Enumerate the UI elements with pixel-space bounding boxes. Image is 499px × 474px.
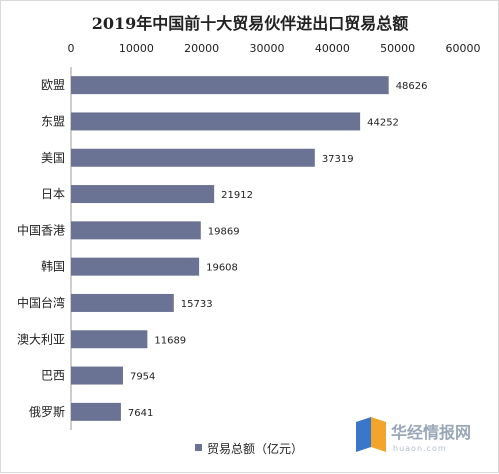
legend-label: 贸易总额（亿元） [207, 441, 303, 456]
x-tick-label: 20000 [184, 42, 219, 55]
category-label: 澳大利亚 [17, 332, 65, 346]
bar [71, 148, 315, 167]
category-label: 日本 [41, 187, 65, 201]
value-label: 44252 [367, 117, 399, 128]
value-label: 19869 [208, 226, 240, 237]
x-tick-label: 60000 [446, 42, 481, 55]
bar [71, 330, 148, 349]
bar [71, 366, 123, 385]
value-label: 21912 [221, 190, 253, 201]
value-label: 37319 [322, 154, 354, 165]
category-label: 美国 [41, 151, 65, 165]
bar [71, 112, 361, 131]
logo-mark-orange [371, 417, 386, 452]
x-tick-label: 50000 [380, 42, 415, 55]
watermark-url: huaon.com [393, 444, 447, 453]
value-label: 15733 [181, 299, 213, 310]
x-axis-ticks: 0 10000 20000 30000 40000 50000 60000 [68, 42, 481, 55]
category-label: 中国香港 [17, 222, 65, 237]
watermark-brand: 华经情报网 [391, 423, 471, 442]
legend: 贸易总额（亿元） [195, 441, 303, 456]
bar [71, 402, 121, 421]
chart-title: 2019年中国前十大贸易伙伴进出口贸易总额 [92, 14, 409, 33]
bar [71, 221, 201, 240]
value-label: 7641 [128, 408, 153, 419]
x-tick-label: 30000 [250, 42, 285, 55]
category-label: 俄罗斯 [29, 405, 65, 419]
bar [71, 293, 174, 312]
value-label: 48626 [396, 81, 428, 92]
category-label: 东盟 [41, 114, 65, 128]
bar [71, 257, 200, 276]
value-label: 19608 [206, 263, 238, 274]
category-label: 韩国 [41, 259, 65, 274]
category-label: 巴西 [41, 369, 65, 383]
legend-swatch [195, 444, 202, 451]
value-label: 7954 [130, 372, 155, 383]
category-label: 欧盟 [41, 78, 65, 92]
watermark-logo: 华经情报网 huaon.com [356, 417, 471, 453]
bar [71, 185, 215, 204]
value-label: 11689 [154, 335, 186, 346]
x-tick-label: 10000 [119, 42, 154, 55]
category-label: 中国台湾 [17, 295, 65, 310]
logo-mark-blue [356, 417, 371, 452]
bar [71, 76, 389, 95]
x-tick-label: 0 [68, 42, 75, 55]
x-tick-label: 40000 [315, 42, 350, 55]
bars: 欧盟 48626 东盟 44252 美国 37319 日本 21912 中国香港 19869 韩国 1… [17, 76, 428, 421]
